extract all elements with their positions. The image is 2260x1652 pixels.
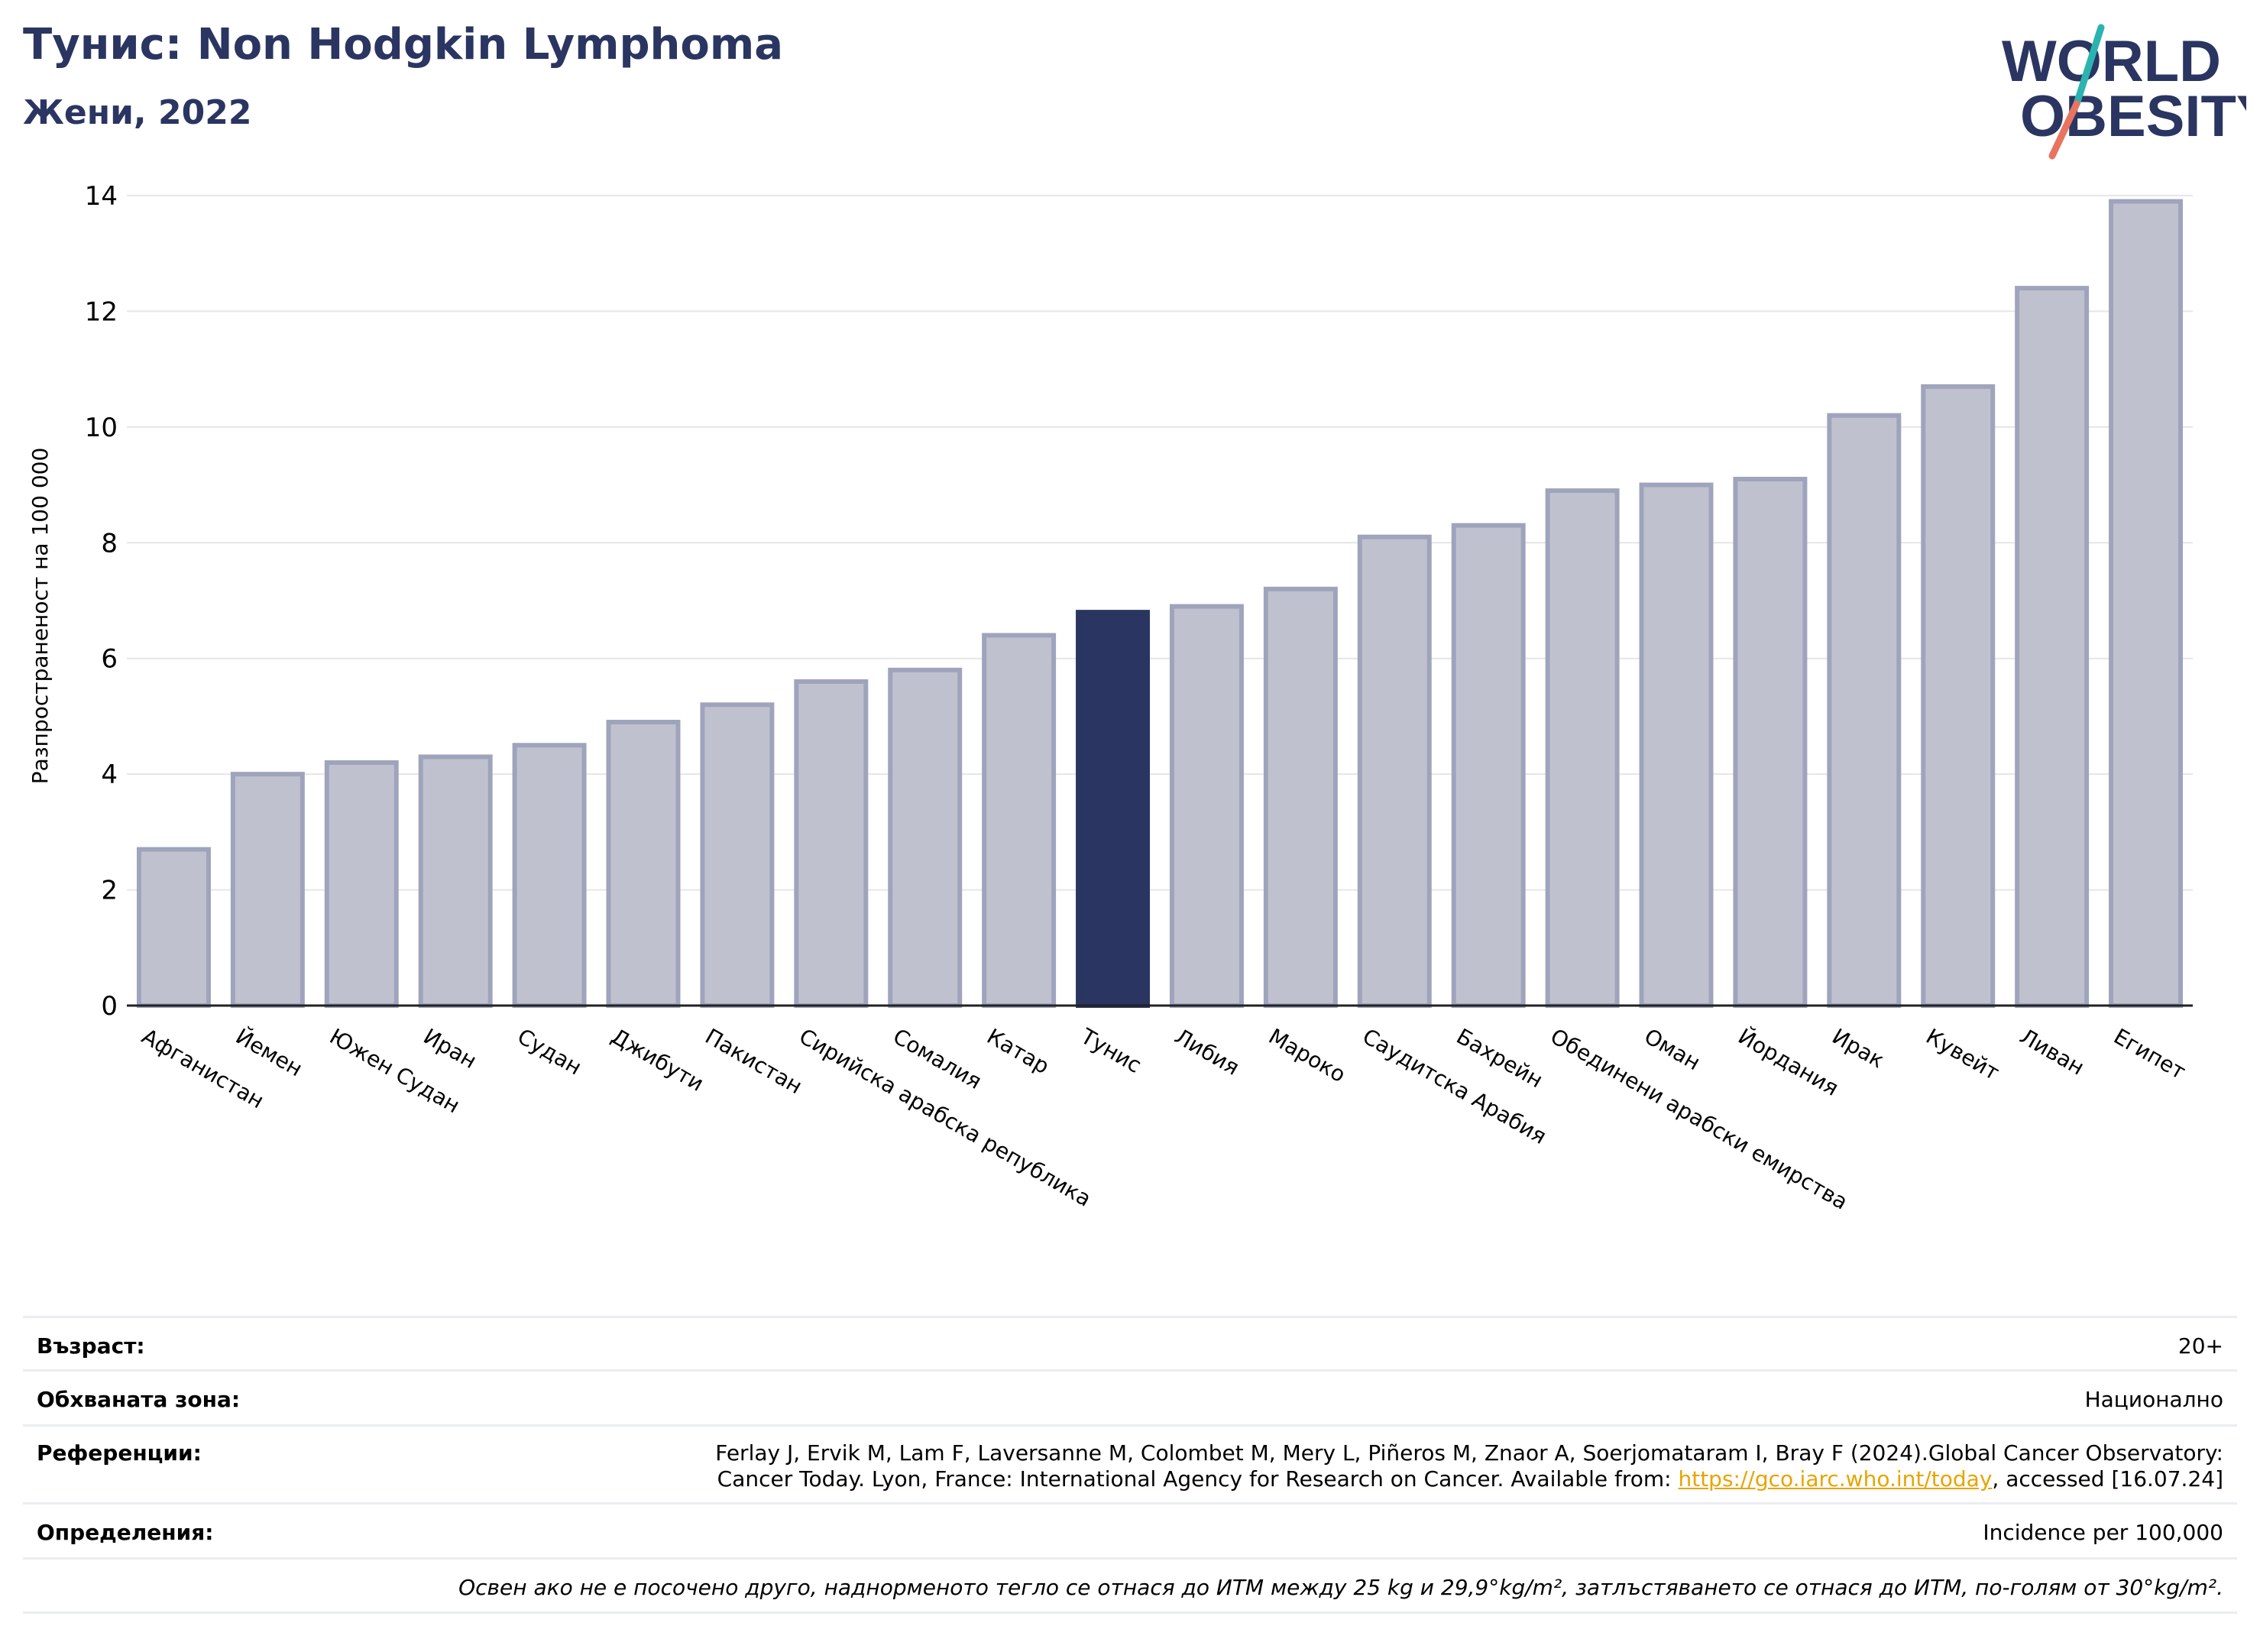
age-label: Възраст: [37, 1333, 145, 1359]
coverage-label: Обхваната зона: [37, 1387, 241, 1412]
bar-5 [606, 720, 681, 1008]
logo-slash-coral [2048, 100, 2080, 160]
bar-11 [1169, 604, 1244, 1008]
bar-14 [1451, 523, 1526, 1008]
bar-19 [1921, 384, 1996, 1009]
y-tick-label: 4 [101, 760, 118, 790]
bar-7 [794, 679, 869, 1008]
references-label: Референции: [37, 1440, 202, 1466]
references-value: Ferlay J, Ervik M, Lam F, Laversanne M, … [715, 1440, 2223, 1492]
bars [136, 199, 2184, 1009]
bar-4 [512, 743, 587, 1008]
references-link[interactable]: https://gco.iarc.who.int/today [1678, 1466, 1993, 1492]
x-tick-label-18: Ирак [1828, 1023, 1889, 1073]
x-tick-label-6: Пакистан [701, 1023, 806, 1099]
references-line1: Ferlay J, Ervik M, Lam F, Laversanne M, … [715, 1440, 2223, 1466]
bar-20 [2015, 286, 2090, 1008]
y-tick-label: 10 [85, 413, 118, 443]
x-tick-label-12: Мароко [1264, 1023, 1350, 1087]
info-table: Възраст: 20+ Обхваната зона: Национално … [23, 1316, 2237, 1614]
y-axis-label: Разпространеност на 100 000 [28, 448, 53, 785]
logo-line1: WORLD [2002, 29, 2221, 94]
definitions-label: Определения: [37, 1520, 214, 1545]
bar-12 [1263, 586, 1338, 1008]
bar-8 [888, 667, 963, 1008]
logo-slash-teal [2073, 24, 2105, 108]
info-row-coverage: Обхваната зона: Национално [23, 1369, 2237, 1424]
chart-title: Тунис: Non Hodgkin Lymphoma [23, 20, 784, 70]
x-tick-label-1: Йемен [232, 1023, 307, 1082]
bar-18 [1827, 413, 1902, 1008]
x-tick-label-19: Кувейт [1922, 1023, 2003, 1085]
bar-6 [700, 702, 775, 1008]
x-tick-label-21: Египет [2109, 1023, 2190, 1084]
y-tick-label: 0 [101, 991, 118, 1022]
references-line2-post: , accessed [16.07.24] [1992, 1466, 2223, 1492]
bar-21 [2109, 199, 2184, 1009]
world-obesity-logo: WORLD OBESITY [2002, 24, 2246, 160]
x-tick-label-11: Либия [1170, 1023, 1244, 1080]
bar-17 [1733, 477, 1808, 1008]
y-tick-label: 14 [85, 181, 118, 212]
y-tick-label: 8 [101, 528, 118, 559]
definitions-value: Incidence per 100,000 [1983, 1520, 2223, 1545]
bar-3 [418, 754, 493, 1009]
bar-13 [1357, 534, 1432, 1008]
info-row-definitions: Определения: Incidence per 100,000 [23, 1502, 2237, 1557]
x-tick-label-16: Оман [1640, 1023, 1705, 1075]
coverage-value: Национално [2084, 1387, 2223, 1412]
y-axis-ticks: 0 2 4 6 8 10 12 14 [85, 181, 118, 1022]
note-text: Освен ако не е посочено друго, наднормен… [458, 1575, 2223, 1600]
x-tick-label-4: Судан [513, 1023, 586, 1080]
y-tick-label: 12 [85, 296, 118, 327]
bar-1 [230, 772, 305, 1009]
references-line2-pre: Cancer Today. Lyon, France: Internationa… [717, 1466, 1679, 1492]
bar-9 [982, 633, 1057, 1009]
info-row-references: Референции: Ferlay J, Ervik M, Lam F, La… [23, 1424, 2237, 1502]
bar-2 [324, 760, 399, 1008]
x-tick-label-9: Катар [983, 1023, 1054, 1079]
info-row-age: Възраст: 20+ [23, 1316, 2237, 1369]
y-tick-label: 6 [101, 644, 118, 675]
bar-15 [1545, 488, 1620, 1008]
x-tick-label-3: Иран [419, 1023, 481, 1074]
x-tick-label-5: Джибути [607, 1023, 708, 1096]
age-value: 20+ [2177, 1333, 2223, 1359]
y-tick-label: 2 [101, 876, 118, 906]
info-row-note: Освен ако не е посочено друго, наднормен… [23, 1557, 2237, 1614]
bar-0 [136, 847, 211, 1008]
x-tick-label-10: Тунис [1076, 1023, 1145, 1078]
x-tick-label-17: Йордания [1734, 1023, 1843, 1101]
chart-subtitle: Жени, 2022 [23, 93, 252, 132]
bar-10 [1076, 610, 1151, 1008]
bar-16 [1639, 482, 1714, 1008]
x-tick-label-20: Ливан [2016, 1023, 2088, 1080]
